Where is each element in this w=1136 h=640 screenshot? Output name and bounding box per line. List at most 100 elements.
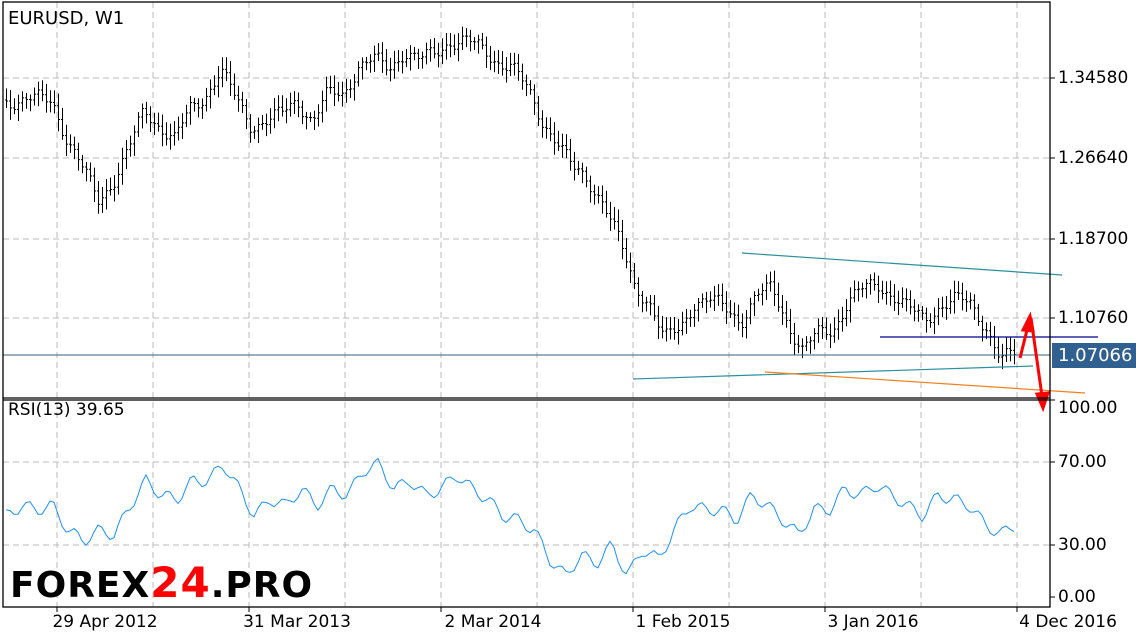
price-bar (345, 78, 348, 103)
price-bar (733, 302, 736, 327)
price-bar (897, 290, 900, 316)
price-bar (369, 54, 372, 73)
price-bar (305, 111, 308, 130)
price-bar (1005, 336, 1008, 362)
price-bar (857, 281, 860, 302)
price-tick: 1.34580 (1058, 68, 1129, 88)
price-bar (445, 32, 448, 60)
price-bars (5, 26, 1016, 370)
price-bar (509, 52, 512, 77)
price-bar (245, 99, 248, 130)
price-bar (1009, 336, 1012, 362)
price-bar (473, 37, 476, 51)
price-bar (97, 181, 100, 214)
price-bar (837, 309, 840, 340)
price-bar (101, 186, 104, 213)
price-bar (373, 45, 376, 72)
price-bar (469, 29, 472, 52)
price-bar (313, 110, 316, 130)
price-bar (21, 91, 24, 112)
price-bar (533, 84, 536, 116)
price-bar (297, 92, 300, 118)
price-bar (745, 310, 748, 339)
price-bar (9, 90, 12, 120)
price-bar (337, 82, 340, 102)
price-bar (457, 33, 460, 62)
price-bar (797, 334, 800, 354)
price-bar (321, 90, 324, 123)
price-bar (481, 32, 484, 50)
price-bar (705, 291, 708, 314)
price-bar (781, 294, 784, 325)
price-bar (365, 56, 368, 71)
price-bar (405, 48, 408, 68)
price-bar (609, 201, 612, 231)
price-tick: 1.10760 (1058, 308, 1129, 328)
price-bar (877, 275, 880, 304)
price-bar (789, 308, 792, 344)
price-bar (645, 296, 648, 312)
price-bar (105, 179, 108, 210)
price-bar (849, 287, 852, 323)
price-bar (829, 323, 832, 349)
price-bar (569, 139, 572, 171)
price-bar (317, 104, 320, 127)
price-bar (653, 295, 656, 321)
price-bar (301, 100, 304, 125)
price-bar (349, 79, 352, 98)
price-bar (141, 103, 144, 129)
price-bar (641, 290, 644, 313)
price-bar (613, 206, 616, 230)
price-bar (749, 297, 752, 325)
price-bar (249, 114, 252, 143)
rsi-tick: 30.00 (1058, 535, 1107, 555)
price-bar (421, 51, 424, 69)
support-line (764, 371, 1086, 394)
price-bar (389, 57, 392, 82)
price-bar (845, 299, 848, 327)
price-bar (549, 117, 552, 142)
price-bar (593, 184, 596, 205)
price-bar (193, 97, 196, 112)
price-bar (873, 272, 876, 291)
price-bar (453, 34, 456, 56)
rsi-tick: 70.00 (1058, 452, 1107, 472)
price-bar (269, 108, 272, 134)
price-bar (221, 57, 224, 88)
price-bar (921, 306, 924, 321)
price-bar (661, 315, 664, 339)
price-bar (621, 219, 624, 260)
price-bar (153, 112, 156, 135)
price-bar (817, 318, 820, 343)
rsi-tick: 0.00 (1058, 587, 1096, 607)
price-bar (205, 87, 208, 112)
price-bar (945, 296, 948, 320)
price-bar (29, 94, 32, 112)
price-bar (981, 315, 984, 342)
price-bar (377, 43, 380, 61)
price-bar (725, 291, 728, 324)
price-bar (41, 80, 44, 102)
price-bar (409, 45, 412, 71)
price-bar (73, 136, 76, 160)
price-bar (973, 294, 976, 320)
price-bar (937, 298, 940, 326)
price-bar (65, 124, 68, 156)
price-bar (517, 53, 520, 81)
price-bar (649, 295, 652, 316)
price-bar (113, 175, 116, 202)
price-bar (721, 283, 724, 312)
price-bar (157, 112, 160, 132)
price-tick: 1.26640 (1058, 148, 1129, 168)
price-bar (905, 288, 908, 312)
price-bar (901, 287, 904, 308)
price-bar (677, 319, 680, 345)
price-bar (693, 303, 696, 327)
price-bar (413, 46, 416, 61)
date-tick: 3 Jan 2016 (827, 612, 919, 632)
date-tick: 31 Mar 2013 (243, 612, 351, 632)
price-bar (805, 336, 808, 352)
price-bar (353, 73, 356, 101)
price-bar (841, 306, 844, 332)
